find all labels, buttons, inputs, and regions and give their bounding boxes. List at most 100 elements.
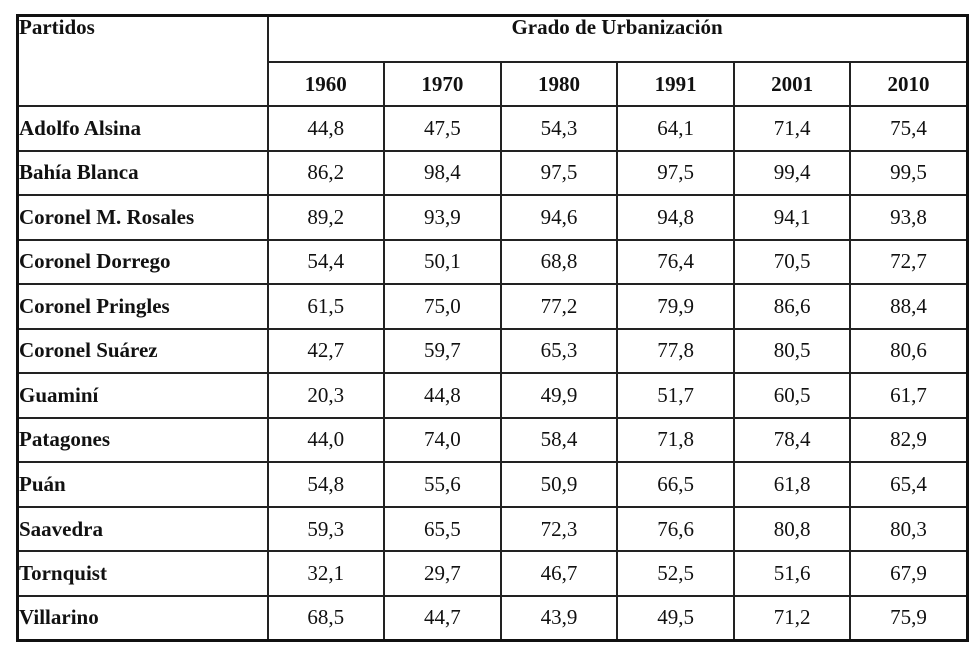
year-header: 2010 [849, 61, 969, 107]
table-row: Adolfo Alsina 44,8 47,5 54,3 64,1 71,4 75,4 [16, 105, 969, 152]
urbanization-value-cell: 86,6 [732, 283, 852, 330]
urbanization-value-cell: 70,5 [732, 238, 852, 286]
partido-name-cell: Coronel Suárez [16, 327, 269, 375]
urbanization-value-cell: 97,5 [499, 149, 619, 197]
year-header: 1960 [266, 61, 386, 107]
urbanization-value-cell: 50,9 [499, 461, 619, 508]
urbanization-value-cell: 64,1 [616, 105, 735, 152]
urbanization-value-cell: 71,4 [732, 105, 852, 152]
urbanization-value-cell: 29,7 [383, 550, 502, 597]
urbanization-value-cell: 60,5 [732, 372, 852, 419]
urbanization-value-cell: 99,4 [732, 149, 852, 197]
partido-name-cell: Patagones [16, 416, 269, 464]
urbanization-value-cell: 94,6 [499, 194, 619, 241]
urbanization-value-cell: 99,5 [849, 149, 969, 197]
urbanization-value-cell: 75,9 [849, 594, 969, 642]
urbanization-value-cell: 61,5 [266, 283, 386, 330]
table-row: Coronel Pringles 61,5 75,0 77,2 79,9 86,6 88,4 [16, 283, 969, 330]
year-header: 1970 [383, 61, 502, 107]
urbanization-value-cell: 80,8 [732, 505, 852, 553]
partido-name-cell: Guaminí [16, 372, 269, 419]
year-header: 2001 [732, 61, 852, 107]
urbanization-value-cell: 51,7 [616, 372, 735, 419]
partido-name-cell: Bahía Blanca [16, 149, 269, 197]
urbanization-value-cell: 76,6 [616, 505, 735, 553]
table-row: Guaminí 20,3 44,8 49,9 51,7 60,5 61,7 [16, 372, 969, 419]
table-row: Tornquist 32,1 29,7 46,7 52,5 51,6 67,9 [16, 550, 969, 597]
urbanization-value-cell: 77,2 [499, 283, 619, 330]
table-row: Villarino 68,5 44,7 43,9 49,5 71,2 75,9 [16, 594, 969, 642]
urbanization-value-cell: 66,5 [616, 461, 735, 508]
partido-name-cell: Saavedra [16, 505, 269, 553]
urbanization-value-cell: 61,7 [849, 372, 969, 419]
urbanization-value-cell: 97,5 [616, 149, 735, 197]
partidos-header: Partidos [16, 14, 269, 107]
urbanization-value-cell: 89,2 [266, 194, 386, 241]
urbanization-value-cell: 49,5 [616, 594, 735, 642]
urbanization-value-cell: 44,7 [383, 594, 502, 642]
urbanization-value-cell: 54,3 [499, 105, 619, 152]
partido-name-cell: Villarino [16, 594, 269, 642]
urbanization-value-cell: 72,7 [849, 238, 969, 286]
urbanization-value-cell: 93,8 [849, 194, 969, 241]
urbanization-value-cell: 65,4 [849, 461, 969, 508]
urbanization-value-cell: 98,4 [383, 149, 502, 197]
urbanization-table: Partidos Grado de Urbanización 1960 1970… [16, 14, 969, 642]
urbanization-value-cell: 43,9 [499, 594, 619, 642]
urbanization-value-cell: 46,7 [499, 550, 619, 597]
urbanization-value-cell: 44,8 [383, 372, 502, 419]
urbanization-value-cell: 68,5 [266, 594, 386, 642]
urbanization-value-cell: 51,6 [732, 550, 852, 597]
urbanization-value-cell: 20,3 [266, 372, 386, 419]
urbanization-value-cell: 44,0 [266, 416, 386, 464]
urbanization-value-cell: 86,2 [266, 149, 386, 197]
year-header: 1980 [499, 61, 619, 107]
urbanization-value-cell: 75,4 [849, 105, 969, 152]
table-row: Coronel M. Rosales 89,2 93,9 94,6 94,8 94,1 93… [16, 194, 969, 241]
urbanization-value-cell: 55,6 [383, 461, 502, 508]
urbanization-value-cell: 72,3 [499, 505, 619, 553]
urbanization-value-cell: 94,1 [732, 194, 852, 241]
urbanization-value-cell: 68,8 [499, 238, 619, 286]
urbanization-value-cell: 44,8 [266, 105, 386, 152]
urbanization-value-cell: 65,5 [383, 505, 502, 553]
urbanization-value-cell: 58,4 [499, 416, 619, 464]
urbanization-value-cell: 94,8 [616, 194, 735, 241]
urbanization-value-cell: 78,4 [732, 416, 852, 464]
urbanization-value-cell: 65,3 [499, 327, 619, 375]
urbanization-value-cell: 71,8 [616, 416, 735, 464]
year-header: 1991 [616, 61, 735, 107]
header-row-group: Partidos Grado de Urbanización [16, 14, 969, 107]
table-row: Bahía Blanca 86,2 98,4 97,5 97,5 99,4 99,5 [16, 149, 969, 197]
table-row: Puán 54,8 55,6 50,9 66,5 61,8 65,4 [16, 461, 969, 508]
urbanization-value-cell: 47,5 [383, 105, 502, 152]
urbanization-value-cell: 93,9 [383, 194, 502, 241]
urbanization-value-cell: 80,5 [732, 327, 852, 375]
table-row: Coronel Dorrego 54,4 50,1 68,8 76,4 70,5 72,7 [16, 238, 969, 286]
urbanization-value-cell: 52,5 [616, 550, 735, 597]
urbanization-value-cell: 49,9 [499, 372, 619, 419]
partido-name-cell: Adolfo Alsina [16, 105, 269, 152]
urbanization-value-cell: 32,1 [266, 550, 386, 597]
urbanization-value-cell: 67,9 [849, 550, 969, 597]
partido-name-cell: Tornquist [16, 550, 269, 597]
partido-name-cell: Coronel Dorrego [16, 238, 269, 286]
table-row: Coronel Suárez 42,7 59,7 65,3 77,8 80,5 80,6 [16, 327, 969, 375]
table-row: Saavedra 59,3 65,5 72,3 76,6 80,8 80,3 [16, 505, 969, 553]
urbanization-value-cell: 61,8 [732, 461, 852, 508]
urbanization-value-cell: 42,7 [266, 327, 386, 375]
table-row: Patagones 44,0 74,0 58,4 71,8 78,4 82,9 [16, 416, 969, 464]
grado-urbanizacion-header: Grado de Urbanización [266, 14, 969, 63]
urbanization-value-cell: 74,0 [383, 416, 502, 464]
urbanization-value-cell: 77,8 [616, 327, 735, 375]
urbanization-value-cell: 59,3 [266, 505, 386, 553]
urbanization-value-cell: 71,2 [732, 594, 852, 642]
partido-name-cell: Coronel Pringles [16, 283, 269, 330]
urbanization-value-cell: 59,7 [383, 327, 502, 375]
urbanization-value-cell: 75,0 [383, 283, 502, 330]
urbanization-value-cell: 76,4 [616, 238, 735, 286]
urbanization-value-cell: 54,4 [266, 238, 386, 286]
urbanization-value-cell: 80,6 [849, 327, 969, 375]
urbanization-value-cell: 80,3 [849, 505, 969, 553]
urbanization-value-cell: 50,1 [383, 238, 502, 286]
